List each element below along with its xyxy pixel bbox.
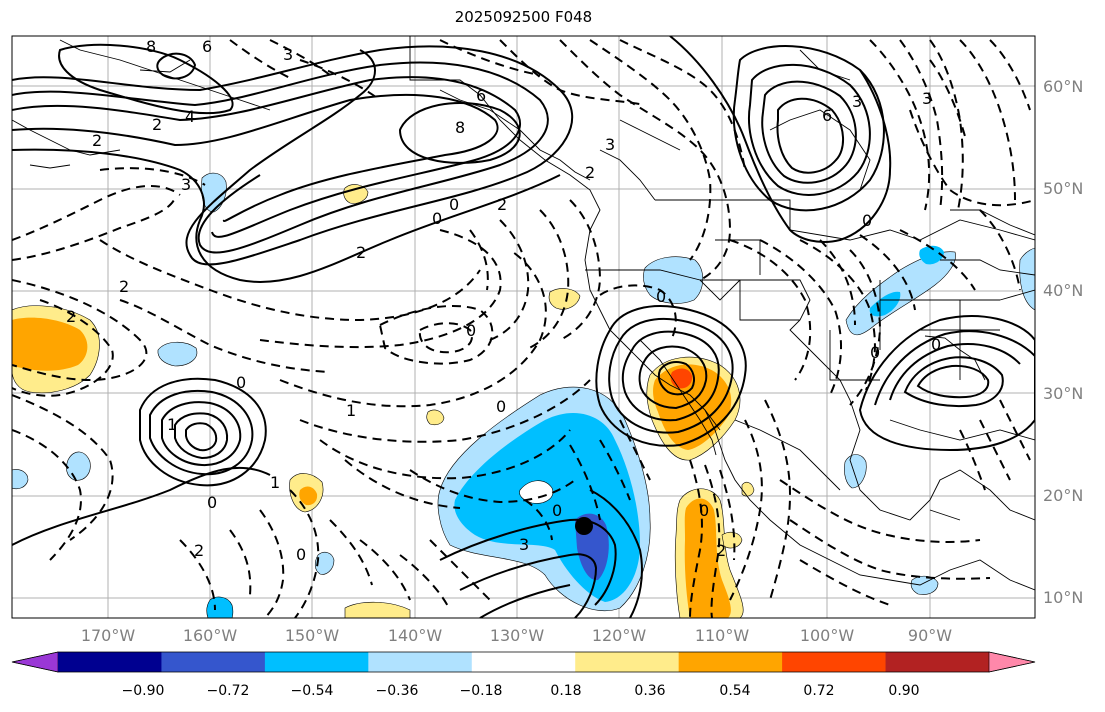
- contour-label: 3: [519, 535, 529, 554]
- colorbar-tick-label: 0.18: [550, 683, 582, 699]
- contour-label: 0: [552, 501, 562, 520]
- lat-label-50n: 50°N: [1043, 179, 1084, 198]
- contour-label: 8: [146, 37, 156, 56]
- colorbar-tick-label: −0.54: [290, 683, 334, 699]
- contour-label: 0: [466, 321, 476, 340]
- contour-label: 0: [236, 373, 246, 392]
- colorbar-segment: [782, 652, 887, 672]
- contour-label: 0: [207, 493, 217, 512]
- plot-title: 2025092500 F048: [454, 8, 593, 26]
- colorbar-segment: [885, 652, 990, 672]
- lat-label-60n: 60°N: [1043, 77, 1084, 96]
- colorbar-extend-min: [11, 651, 59, 673]
- colorbar-tick-label: −0.72: [206, 683, 250, 699]
- lon-label-140w: 140°W: [387, 626, 443, 645]
- contour-label: 2: [66, 307, 76, 326]
- lon-label-150w: 150°W: [284, 626, 340, 645]
- contour-label: 8: [455, 118, 465, 137]
- colorbar-segment: [575, 652, 680, 672]
- contour-label: 0: [656, 287, 666, 306]
- lat-label-20n: 20°N: [1043, 486, 1084, 505]
- colorbar-segment: [678, 652, 783, 672]
- colorbar-segment: [161, 652, 266, 672]
- colorbar-segment: [368, 652, 473, 672]
- contour-label: 0: [870, 343, 880, 362]
- coastlines: [12, 36, 1035, 591]
- contour-label: 2: [497, 195, 507, 214]
- contour-label: 0: [931, 335, 941, 354]
- contour-label: 0: [432, 209, 442, 228]
- contour-label: 3: [922, 89, 932, 108]
- contour-label: 2: [152, 115, 162, 134]
- contour-label: 1: [346, 401, 356, 420]
- colorbar-tick-label: 0.90: [888, 683, 920, 699]
- contour-label: 2: [194, 541, 204, 560]
- lat-label-10n: 10°N: [1043, 588, 1084, 607]
- contour-label: 2: [119, 277, 129, 296]
- colorbar-tick-label: −0.36: [375, 683, 419, 699]
- solid-contours: [12, 36, 1035, 618]
- colorbar-tick-label: 0.36: [634, 683, 666, 699]
- colorbar-tick-label: 0.72: [803, 683, 835, 699]
- lat-label-30n: 30°N: [1043, 384, 1084, 403]
- lon-label-120w: 120°W: [591, 626, 647, 645]
- contour-label: 4: [185, 107, 195, 126]
- contour-label: 2: [92, 131, 102, 150]
- contour-label: 0: [862, 211, 872, 230]
- contour-label: 0: [296, 545, 306, 564]
- contour-label: 3: [852, 92, 862, 111]
- contour-label: 6: [822, 106, 832, 125]
- contour-label: 3: [181, 175, 191, 194]
- contour-label: 1: [167, 415, 177, 434]
- colorbar-segment: [264, 652, 369, 672]
- colorbar-tick-label: −0.18: [459, 683, 503, 699]
- lon-label-100w: 100°W: [799, 626, 855, 645]
- lon-label-170w: 170°W: [80, 626, 136, 645]
- contour-label: 2: [716, 541, 726, 560]
- contour-label: 2: [356, 243, 366, 262]
- colorbar-extend-max: [988, 651, 1036, 673]
- colorbar-segment: [471, 652, 576, 672]
- contour-label: 0: [699, 501, 709, 520]
- storm-center-marker: [575, 517, 593, 535]
- lon-label-160w: 160°W: [182, 626, 238, 645]
- contour-label: 6: [202, 37, 212, 56]
- colorbar-tick-label: 0.54: [719, 683, 751, 699]
- contour-label: 3: [283, 45, 293, 64]
- contour-label: 0: [449, 195, 459, 214]
- contour-label: 1: [270, 473, 280, 492]
- dashed-contours: [12, 39, 1035, 618]
- contour-label: 6: [476, 86, 486, 105]
- lon-label-110w: 110°W: [694, 626, 750, 645]
- lon-label-90w: 90°W: [907, 626, 953, 645]
- contour-label: 0: [496, 397, 506, 416]
- colorbar-outline: [11, 651, 1036, 673]
- contour-label: 2: [585, 163, 595, 182]
- colorbar-tick-label: −0.90: [121, 683, 165, 699]
- lon-label-130w: 130°W: [489, 626, 545, 645]
- colorbar-segment: [58, 652, 162, 672]
- contour-label: 3: [605, 135, 615, 154]
- lat-label-40n: 40°N: [1043, 281, 1084, 300]
